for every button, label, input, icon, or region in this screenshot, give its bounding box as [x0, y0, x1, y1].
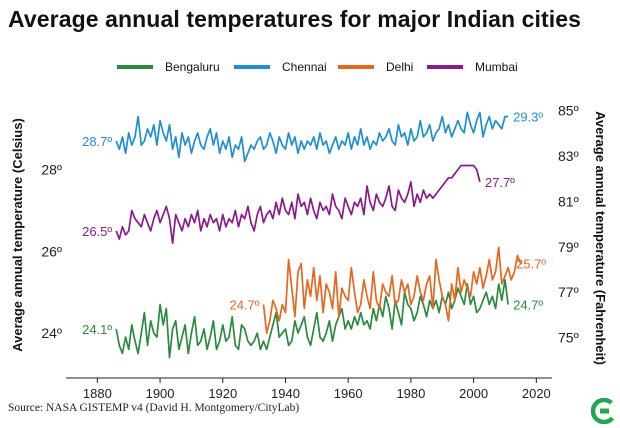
x-tick-label: 1940 — [271, 386, 300, 401]
x-tick-label: 1920 — [208, 386, 237, 401]
end-value-label-delhi: 25.7º — [516, 257, 546, 272]
start-value-label-mumbai: 26.5º — [82, 224, 112, 239]
chart-axes-group: 1880 1900 1920 1940 1960 1980 2000 2020 24º 26º 28… — [10, 103, 608, 401]
start-value-label-bengaluru: 24.1º — [82, 322, 112, 337]
y-tick-label-left: 26º — [41, 243, 62, 259]
chart-title: Average annual temperatures for major In… — [8, 6, 582, 32]
y-tick-label-right: 81º — [558, 193, 579, 209]
end-value-label-chennai: 29.3º — [513, 110, 543, 125]
y-tick-label-right: 75º — [558, 330, 579, 346]
series-line-chennai — [115, 111, 509, 163]
y-tick-label-right: 79º — [558, 239, 579, 255]
legend-item-delhi: Delhi — [338, 60, 413, 74]
y-tick-label-right: 77º — [558, 284, 579, 300]
series-line-mumbai — [115, 164, 481, 245]
x-tick-label: 1980 — [396, 386, 425, 401]
x-tick-label: 2020 — [522, 386, 551, 401]
x-tick-label: 1900 — [146, 386, 175, 401]
legend-item-chennai: Chennai — [234, 60, 327, 74]
legend-label-delhi: Delhi — [386, 60, 414, 74]
legend-swatch-chennai — [234, 65, 270, 69]
legend-swatch-delhi — [338, 65, 374, 69]
legend-label-chennai: Chennai — [282, 60, 327, 74]
end-value-label-mumbai: 27.7º — [485, 175, 515, 190]
start-value-label-chennai: 28.7º — [82, 134, 112, 149]
y-axis-title-right: Average annual temperature (Fahrenheit) — [593, 111, 608, 365]
legend-label-bengaluru: Bengaluru — [165, 60, 220, 74]
legend-item-bengaluru: Bengaluru — [117, 60, 220, 74]
legend-item-mumbai: Mumbai — [427, 60, 518, 74]
y-tick-label-right: 83º — [558, 148, 579, 164]
x-tick-label: 1880 — [83, 386, 112, 401]
y-tick-label-left: 28º — [41, 162, 62, 178]
chart-legend: Bengaluru Chennai Delhi Mumbai — [0, 60, 620, 76]
citylab-logo-icon — [591, 398, 617, 424]
legend-swatch-bengaluru — [117, 65, 153, 69]
source-note: Source: NASA GISTEMP v4 (David H. Montgo… — [8, 402, 300, 414]
end-value-label-bengaluru: 24.7º — [513, 297, 543, 312]
chart-label-group: 24.1º 24.7º 28.7º 29.3º 24.7º 25.7º 26.5º 27.7º — [82, 110, 546, 337]
chart-series-group — [115, 111, 522, 359]
y-tick-label-right: 85º — [558, 103, 579, 119]
start-value-label-delhi: 24.7º — [229, 297, 259, 312]
legend-swatch-mumbai — [427, 65, 463, 69]
y-axis-title-left: Average annual temperature (Celsius) — [10, 118, 25, 352]
x-tick-label: 1960 — [334, 386, 363, 401]
x-tick-label: 2000 — [459, 386, 488, 401]
y-tick-label-left: 24º — [41, 325, 62, 341]
legend-label-mumbai: Mumbai — [475, 60, 518, 74]
series-line-delhi — [262, 246, 522, 334]
